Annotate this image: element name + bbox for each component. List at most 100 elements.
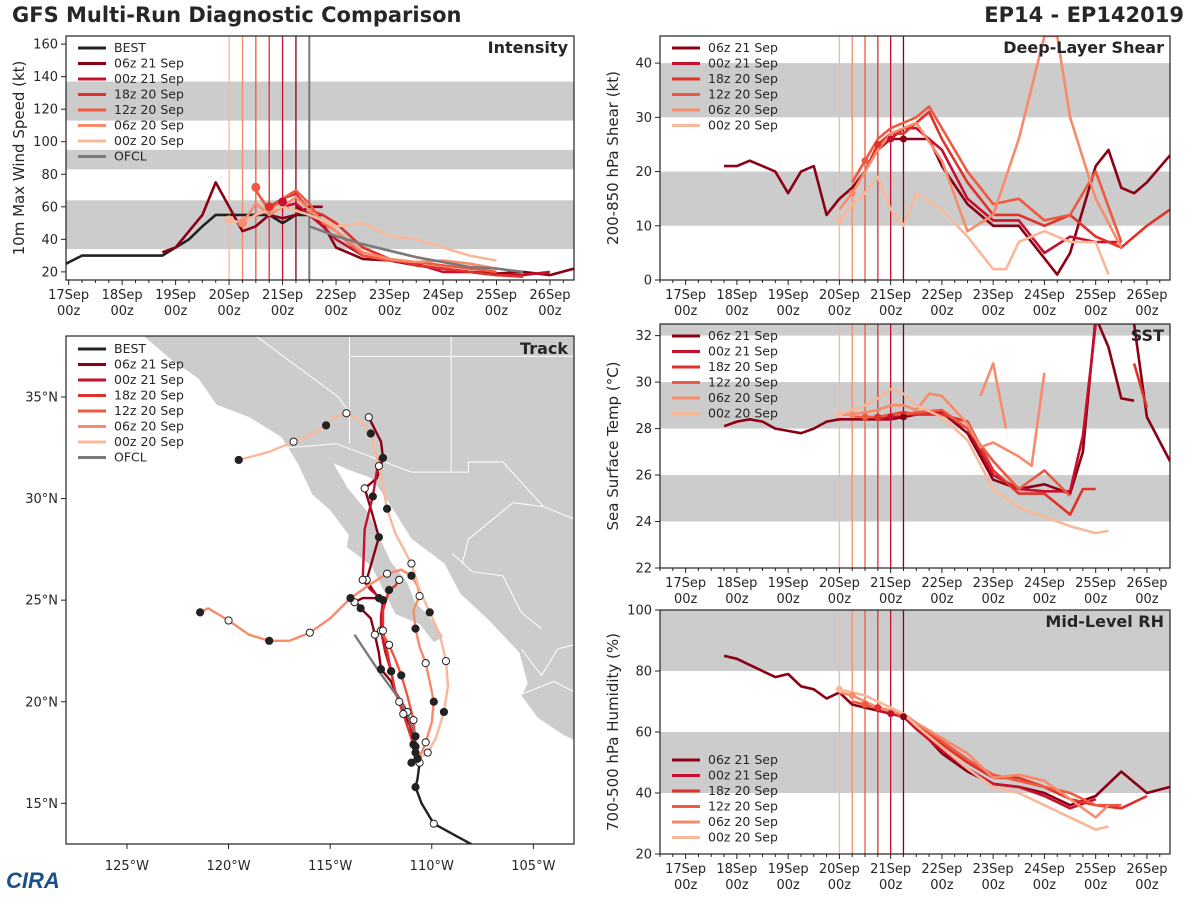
intensity-frame: [65, 35, 575, 281]
legend-label-06z-21-sep: 06z 21 Sep: [708, 40, 778, 55]
intensity-ytick-label: 100: [33, 135, 58, 150]
shear-xtick-label: 00z: [828, 304, 852, 319]
track-point-06z-20-sep: [382, 569, 392, 578]
track-point-06z-20-sep: [224, 616, 233, 625]
intensity-xtick-label: 00z: [485, 304, 509, 319]
track-point-00z-20-sep: [374, 461, 384, 471]
shear-xtick-label: 18Sep: [716, 288, 757, 303]
track-ytick-label: 30°N: [25, 492, 58, 507]
legend-label-00z-20-sep: 00z 20 Sep: [114, 133, 184, 148]
legend-label-12z-20-sep: 12z 20 Sep: [708, 375, 778, 390]
intensity-xtick-label: 00z: [217, 304, 241, 319]
track-point-18z-20-sep: [399, 709, 408, 719]
track-point-12z-20-sep: [384, 640, 394, 649]
intensity-series-00z-20-sep: [228, 205, 497, 262]
sst-series-06z-21-sep: [1132, 324, 1170, 462]
intensity-xtick-label: 00z: [57, 304, 81, 319]
track-point-06z-21-sep: [360, 484, 369, 493]
track-point-12z-20-sep: [409, 715, 418, 725]
intensity-ytick-label: 120: [33, 103, 58, 118]
intensity-xtick-label: 00z: [378, 304, 402, 319]
intensity-series-18z-20-sep: [268, 192, 524, 278]
legend-label-18z-20-sep: 18z 20 Sep: [708, 783, 778, 798]
sst-init-marker-18z-20-sep: [874, 413, 882, 421]
legend-label-00z-20-sep: 00z 20 Sep: [708, 118, 778, 133]
intensity-marker-06z-20-sep: [237, 218, 247, 228]
shear-xtick-label: 22Sep: [921, 288, 962, 303]
sst-xtick-label: 23Sep: [973, 576, 1014, 591]
rh-band: [660, 732, 1170, 793]
rh-ytick-label: 20: [635, 848, 652, 863]
intensity-series-best: [66, 213, 323, 265]
rh-init-marker-00z-20-sep: [835, 685, 843, 693]
shear-series-00z-20-sep: [838, 175, 1110, 276]
political-border: [520, 644, 574, 677]
legend-label-12z-20-sep: 12z 20 Sep: [114, 102, 184, 117]
political-border: [451, 553, 542, 629]
shear-xtick-label: 23Sep: [973, 288, 1014, 303]
shear-xtick-label: 24Sep: [1024, 288, 1065, 303]
intensity-ytick-label: 60: [41, 200, 58, 215]
intensity-xtick-label: 24Sep: [422, 288, 463, 303]
shear-init-marker-18z-20-sep: [874, 140, 882, 148]
track-point-00z-21-sep: [368, 492, 377, 501]
track-point-06z-20-sep: [265, 636, 274, 645]
intensity-ytick-label: 80: [41, 168, 58, 183]
rh-xtick-label: 17Sep: [665, 862, 706, 877]
legend-label-06z-20-sep: 06z 20 Sep: [708, 814, 778, 829]
legend-label-06z-20-sep: 06z 20 Sep: [114, 419, 184, 434]
rh-xtick-label: 24Sep: [1024, 862, 1065, 877]
shear-xtick-label: 20Sep: [819, 288, 860, 303]
legend-label-00z-20-sep: 00z 20 Sep: [708, 830, 778, 845]
sst-band: [660, 324, 1170, 336]
sst-frame: [659, 323, 1171, 569]
rh-band: [660, 610, 1170, 671]
sst-title: SST: [1131, 326, 1164, 345]
intensity-panel: 2040608010012014016017Sep00z18Sep00z19Se…: [10, 35, 575, 319]
track-point-00z-20-sep: [407, 758, 416, 767]
shear-ytick-label: 30: [635, 111, 652, 126]
intensity-xtick-label: 25Sep: [476, 288, 517, 303]
shear-xtick-label: 00z: [776, 304, 800, 319]
shear-xtick-label: 00z: [879, 304, 903, 319]
track-point-06z-20-sep: [421, 659, 430, 668]
sst-xtick-label: 00z: [674, 592, 698, 607]
rh-xtick-label: 00z: [725, 878, 749, 893]
rh-xtick-label: 00z: [1135, 878, 1159, 893]
track-point-00z-20-sep: [441, 657, 451, 666]
shear-init-marker-06z-21-sep: [899, 135, 907, 143]
legend-label-00z-20-sep: 00z 20 Sep: [708, 406, 778, 421]
track-point-06z-20-sep: [305, 628, 314, 637]
legend-label-12z-20-sep: 12z 20 Sep: [708, 87, 778, 102]
rh-series-06z-20-sep: [839, 691, 1110, 819]
legend-label-12z-20-sep: 12z 20 Sep: [708, 799, 778, 814]
land-mass: [142, 336, 574, 741]
track-ytick-label: 35°N: [25, 390, 58, 405]
intensity-xtick-label: 22Sep: [316, 288, 357, 303]
track-point-06z-21-sep: [378, 453, 388, 463]
shear-init-marker-00z-20-sep: [835, 216, 843, 224]
intensity-xtick-label: 20Sep: [209, 288, 250, 303]
rh-xtick-label: 00z: [1084, 878, 1108, 893]
track-point-00z-20-sep: [407, 559, 416, 568]
intensity-ytick-label: 20: [41, 265, 58, 280]
intensity-xtick-label: 17Sep: [48, 288, 89, 303]
rh-plot-area: [660, 610, 1170, 854]
shear-ytick-label: 0: [644, 274, 652, 289]
shear-frame: [659, 35, 1171, 281]
sst-series-06z-20-sep: [839, 372, 1046, 468]
sst-ytick-label: 22: [635, 562, 652, 577]
track-point-best: [429, 819, 438, 828]
intensity-ytick-label: 160: [33, 38, 58, 53]
shear-xtick-label: 21Sep: [870, 288, 911, 303]
legend-label-00z-21-sep: 00z 21 Sep: [708, 344, 778, 359]
intensity-xtick-label: 21Sep: [262, 288, 303, 303]
legend-label-06z-21-sep: 06z 21 Sep: [114, 357, 184, 372]
rh-ytick-label: 80: [635, 665, 652, 680]
track-point-18z-20-sep: [384, 585, 394, 595]
track-xtick-label: 105°W: [511, 859, 555, 874]
sst-series-00z-20-sep: [838, 387, 1109, 535]
shear-plot-area: [660, 36, 1170, 280]
intensity-xtick-label: 00z: [538, 304, 562, 319]
shear-xtick-label: 00z: [930, 304, 954, 319]
